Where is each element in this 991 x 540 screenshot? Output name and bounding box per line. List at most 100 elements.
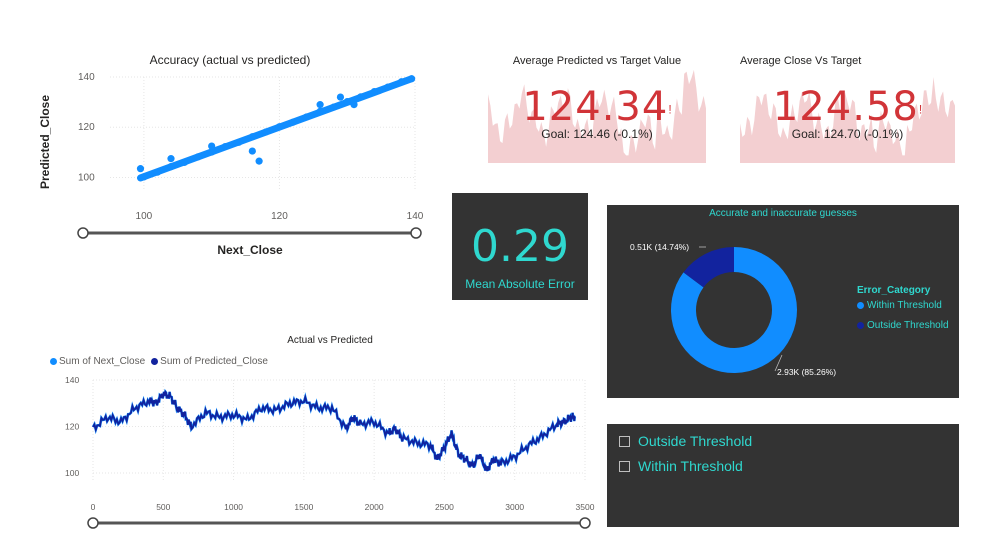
- scatter-point: [302, 113, 311, 121]
- donut-chart: 2.93K (85.26%) 0.51K (14.74%): [630, 242, 836, 377]
- donut-label-within: 2.93K (85.26%): [777, 367, 836, 377]
- scatter-point: [167, 155, 175, 163]
- scatter-point: [221, 142, 229, 151]
- legend-dot-icon: [857, 302, 864, 309]
- donut-label-outside: 0.51K (14.74%): [630, 242, 689, 252]
- donut-slice-within: [671, 247, 797, 373]
- scatter-point: [140, 173, 148, 181]
- scatter-point: [262, 128, 270, 136]
- scatter-y-tick: 140: [78, 72, 95, 83]
- line-zoom-handle-right[interactable]: [579, 517, 591, 529]
- scatter-point: [275, 123, 284, 131]
- scatter-point: [330, 103, 338, 111]
- scatter-chart: 100 120 140 100 120 140: [77, 72, 424, 239]
- line-x-tick: 2500: [435, 502, 454, 512]
- kpi2-goal: Goal: 124.70 (-0.1%): [791, 127, 904, 141]
- line-x-tick: 1500: [294, 502, 313, 512]
- donut-legend-within-label: Within Threshold: [867, 300, 942, 311]
- scatter-point: [167, 163, 175, 171]
- legend-dot-icon: [50, 358, 57, 365]
- kpi1-value-wrap: 124.34!: [488, 84, 706, 130]
- donut-panel: Accurate and inaccurate guesses 2.93K (8…: [607, 205, 959, 398]
- scatter-point: [180, 158, 189, 166]
- kpi1-title: Average Predicted vs Target Value: [512, 55, 682, 67]
- legend-dot-icon: [857, 322, 864, 329]
- donut-legend-outside[interactable]: Outside Threshold: [857, 320, 949, 331]
- donut-legend-outside-label: Outside Threshold: [867, 320, 949, 331]
- donut-legend-title: Error_Category: [857, 285, 931, 296]
- scatter-zoom-handle-right[interactable]: [410, 227, 422, 239]
- scatter-point: [208, 142, 216, 150]
- mae-label: Mean Absolute Error: [465, 277, 575, 291]
- scatter-point: [235, 138, 243, 146]
- line-zoom-handle-left[interactable]: [87, 517, 99, 529]
- kpi1-goal: Goal: 124.46 (-0.1%): [541, 127, 653, 141]
- scatter-x-tick: 120: [271, 211, 288, 222]
- scatter-point: [343, 98, 351, 106]
- line-chart: 100 120 140 0 500 1000 1500 2000 2500 3000 3500: [65, 375, 595, 529]
- scatter-y-axis-label: Predicted_Close: [38, 94, 52, 190]
- slicer-option-outside[interactable]: Outside Threshold: [619, 433, 752, 449]
- slicer-option-outside-label: Outside Threshold: [638, 433, 753, 449]
- line-y-tick: 120: [65, 422, 79, 432]
- scatter-point: [357, 93, 365, 101]
- scatter-point: [255, 157, 263, 165]
- donut-leader-line: [774, 354, 783, 372]
- scatter-y-tick: 100: [78, 172, 95, 183]
- scatter-point: [248, 133, 256, 141]
- legend-label-predicted-close: Sum of Predicted_Close: [160, 356, 268, 367]
- scatter-x-tick: 100: [136, 211, 153, 222]
- slicer-option-within[interactable]: Within Threshold: [619, 458, 743, 474]
- scatter-point: [316, 107, 324, 116]
- kpi1-trend-area: [488, 69, 706, 163]
- scatter-title: Accuracy (actual vs predicted): [149, 53, 311, 67]
- donut-title: Accurate and inaccurate guesses: [709, 208, 857, 219]
- scatter-point: [136, 165, 145, 173]
- scatter-zoom-handle-left[interactable]: [77, 227, 89, 239]
- line-x-tick: 3000: [505, 502, 524, 512]
- scatter-point: [408, 75, 416, 83]
- donut-legend-within[interactable]: Within Threshold: [857, 300, 942, 311]
- scatter-point: [153, 168, 162, 176]
- scatter-point: [384, 83, 392, 91]
- mae-card: 0.29 Mean Absolute Error: [452, 193, 588, 300]
- kpi2-title: Average Close Vs Target: [740, 55, 862, 67]
- checkbox-icon[interactable]: [619, 435, 630, 447]
- scatter-point: [316, 101, 324, 109]
- line-x-tick: 0: [91, 502, 96, 512]
- scatter-x-tick: 140: [407, 211, 424, 222]
- scatter-point: [194, 153, 202, 161]
- checkbox-icon[interactable]: [619, 460, 630, 472]
- kpi2-value-wrap: 124.58!: [740, 84, 955, 130]
- scatter-y-tick: 120: [78, 122, 95, 133]
- kpi2-warning-icon: !: [918, 102, 923, 117]
- scatter-point: [370, 87, 378, 96]
- scatter-point: [350, 101, 358, 109]
- legend-dot-icon: [151, 358, 159, 365]
- legend-label-next-close: Sum of Next_Close: [59, 356, 146, 367]
- scatter-point: [248, 147, 256, 155]
- line-series-predicted-close: [92, 389, 576, 472]
- kpi2-value: 124.58: [772, 84, 919, 130]
- kpi2-trend-area: [740, 77, 955, 163]
- line-title: Actual vs Predicted: [287, 335, 373, 346]
- scatter-point: [208, 148, 216, 156]
- line-y-tick: 100: [65, 468, 79, 478]
- line-x-tick: 3500: [576, 502, 595, 512]
- kpi1-warning-icon: !: [668, 102, 672, 117]
- line-y-tick: 140: [65, 375, 79, 385]
- legend-item-predicted-close[interactable]: Sum of Predicted_Close: [151, 356, 268, 367]
- scatter-point: [397, 78, 406, 86]
- line-x-tick: 1000: [224, 502, 243, 512]
- slicer-option-within-label: Within Threshold: [638, 458, 743, 474]
- line-x-tick: 2000: [365, 502, 384, 512]
- line-legend: Sum of Next_Close Sum of Predicted_Close: [50, 356, 268, 367]
- scatter-x-axis-label: Next_Close: [217, 243, 283, 257]
- scatter-point: [336, 93, 345, 101]
- scatter-point: [289, 118, 297, 126]
- legend-item-next-close[interactable]: Sum of Next_Close: [50, 356, 145, 367]
- threshold-slicer: Outside Threshold Within Threshold: [607, 424, 959, 527]
- line-x-tick: 500: [156, 502, 170, 512]
- kpi1-value: 124.34: [522, 84, 669, 130]
- mae-value: 0.29: [471, 221, 569, 272]
